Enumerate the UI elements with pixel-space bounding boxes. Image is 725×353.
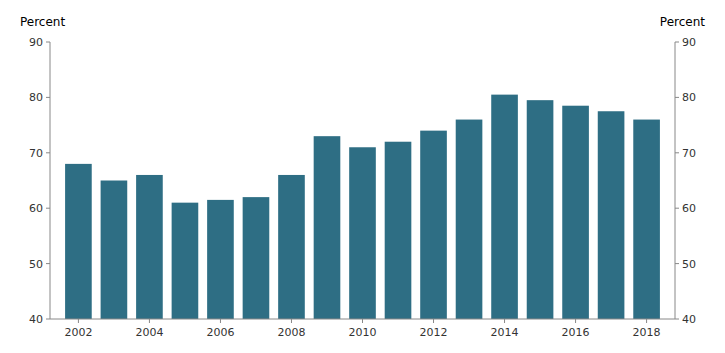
y-tick	[46, 42, 50, 43]
x-tick	[78, 319, 79, 323]
bar	[491, 95, 518, 319]
x-tick-label: 2004	[135, 326, 163, 339]
bar	[243, 197, 270, 319]
y-tick-label: 50	[29, 258, 43, 271]
y2-axis-line	[675, 42, 676, 319]
y2-tick-label: 50	[682, 258, 696, 271]
y2-tick	[675, 152, 679, 153]
y2-tick-label: 80	[682, 91, 696, 104]
y-tick	[46, 208, 50, 209]
y-tick-label: 70	[29, 147, 43, 160]
bar	[136, 175, 163, 319]
y2-tick	[675, 263, 679, 264]
bars	[65, 95, 660, 319]
y-axis-label: Percent	[20, 15, 65, 29]
y2-tick	[675, 208, 679, 209]
x-tick-label: 2014	[491, 326, 519, 339]
bar	[456, 120, 483, 319]
bar	[101, 181, 128, 320]
y-tick	[46, 152, 50, 153]
y-tick	[46, 97, 50, 98]
y2-tick	[675, 42, 679, 43]
x-tick-label: 2002	[64, 326, 92, 339]
x-tick-label: 2016	[562, 326, 590, 339]
bar	[349, 147, 376, 319]
bar	[633, 120, 660, 319]
y2-axis-label: Percent	[660, 15, 705, 29]
bar	[527, 100, 554, 319]
chart: 2002 2004 2006 2008 2010 2012 2014 2016 2018 40 50…	[0, 0, 725, 353]
bar	[562, 106, 589, 319]
y-tick-label: 90	[29, 36, 43, 49]
x-tick	[646, 319, 647, 323]
x-tick	[291, 319, 292, 323]
bar	[172, 203, 199, 319]
y-axis-line	[50, 42, 51, 319]
x-tick	[504, 319, 505, 323]
bar	[207, 200, 234, 319]
y2-tick-label: 40	[682, 313, 696, 326]
x-tick	[575, 319, 576, 323]
x-tick-label: 2008	[277, 326, 305, 339]
y2-tick	[675, 97, 679, 98]
x-tick-label: 2012	[420, 326, 448, 339]
bar	[385, 142, 412, 319]
y-tick-label: 60	[29, 202, 43, 215]
y2-tick-label: 90	[682, 36, 696, 49]
bar	[65, 164, 92, 319]
x-tick	[433, 319, 434, 323]
y2-tick	[675, 319, 679, 320]
chart-container: 2002 2004 2006 2008 2010 2012 2014 2016 2018 40 50…	[0, 0, 725, 353]
y-tick	[46, 263, 50, 264]
x-tick-label: 2010	[349, 326, 377, 339]
x-tick-label: 2006	[206, 326, 234, 339]
bar	[278, 175, 305, 319]
bar	[598, 111, 625, 319]
y2-tick-label: 60	[682, 202, 696, 215]
y-tick-label: 80	[29, 91, 43, 104]
x-tick	[220, 319, 221, 323]
x-tick-label: 2018	[633, 326, 661, 339]
x-tick	[362, 319, 363, 323]
y2-tick-label: 70	[682, 147, 696, 160]
y-tick-label: 40	[29, 313, 43, 326]
bar	[314, 136, 341, 319]
y-tick	[46, 319, 50, 320]
bar	[420, 131, 447, 319]
x-tick	[149, 319, 150, 323]
